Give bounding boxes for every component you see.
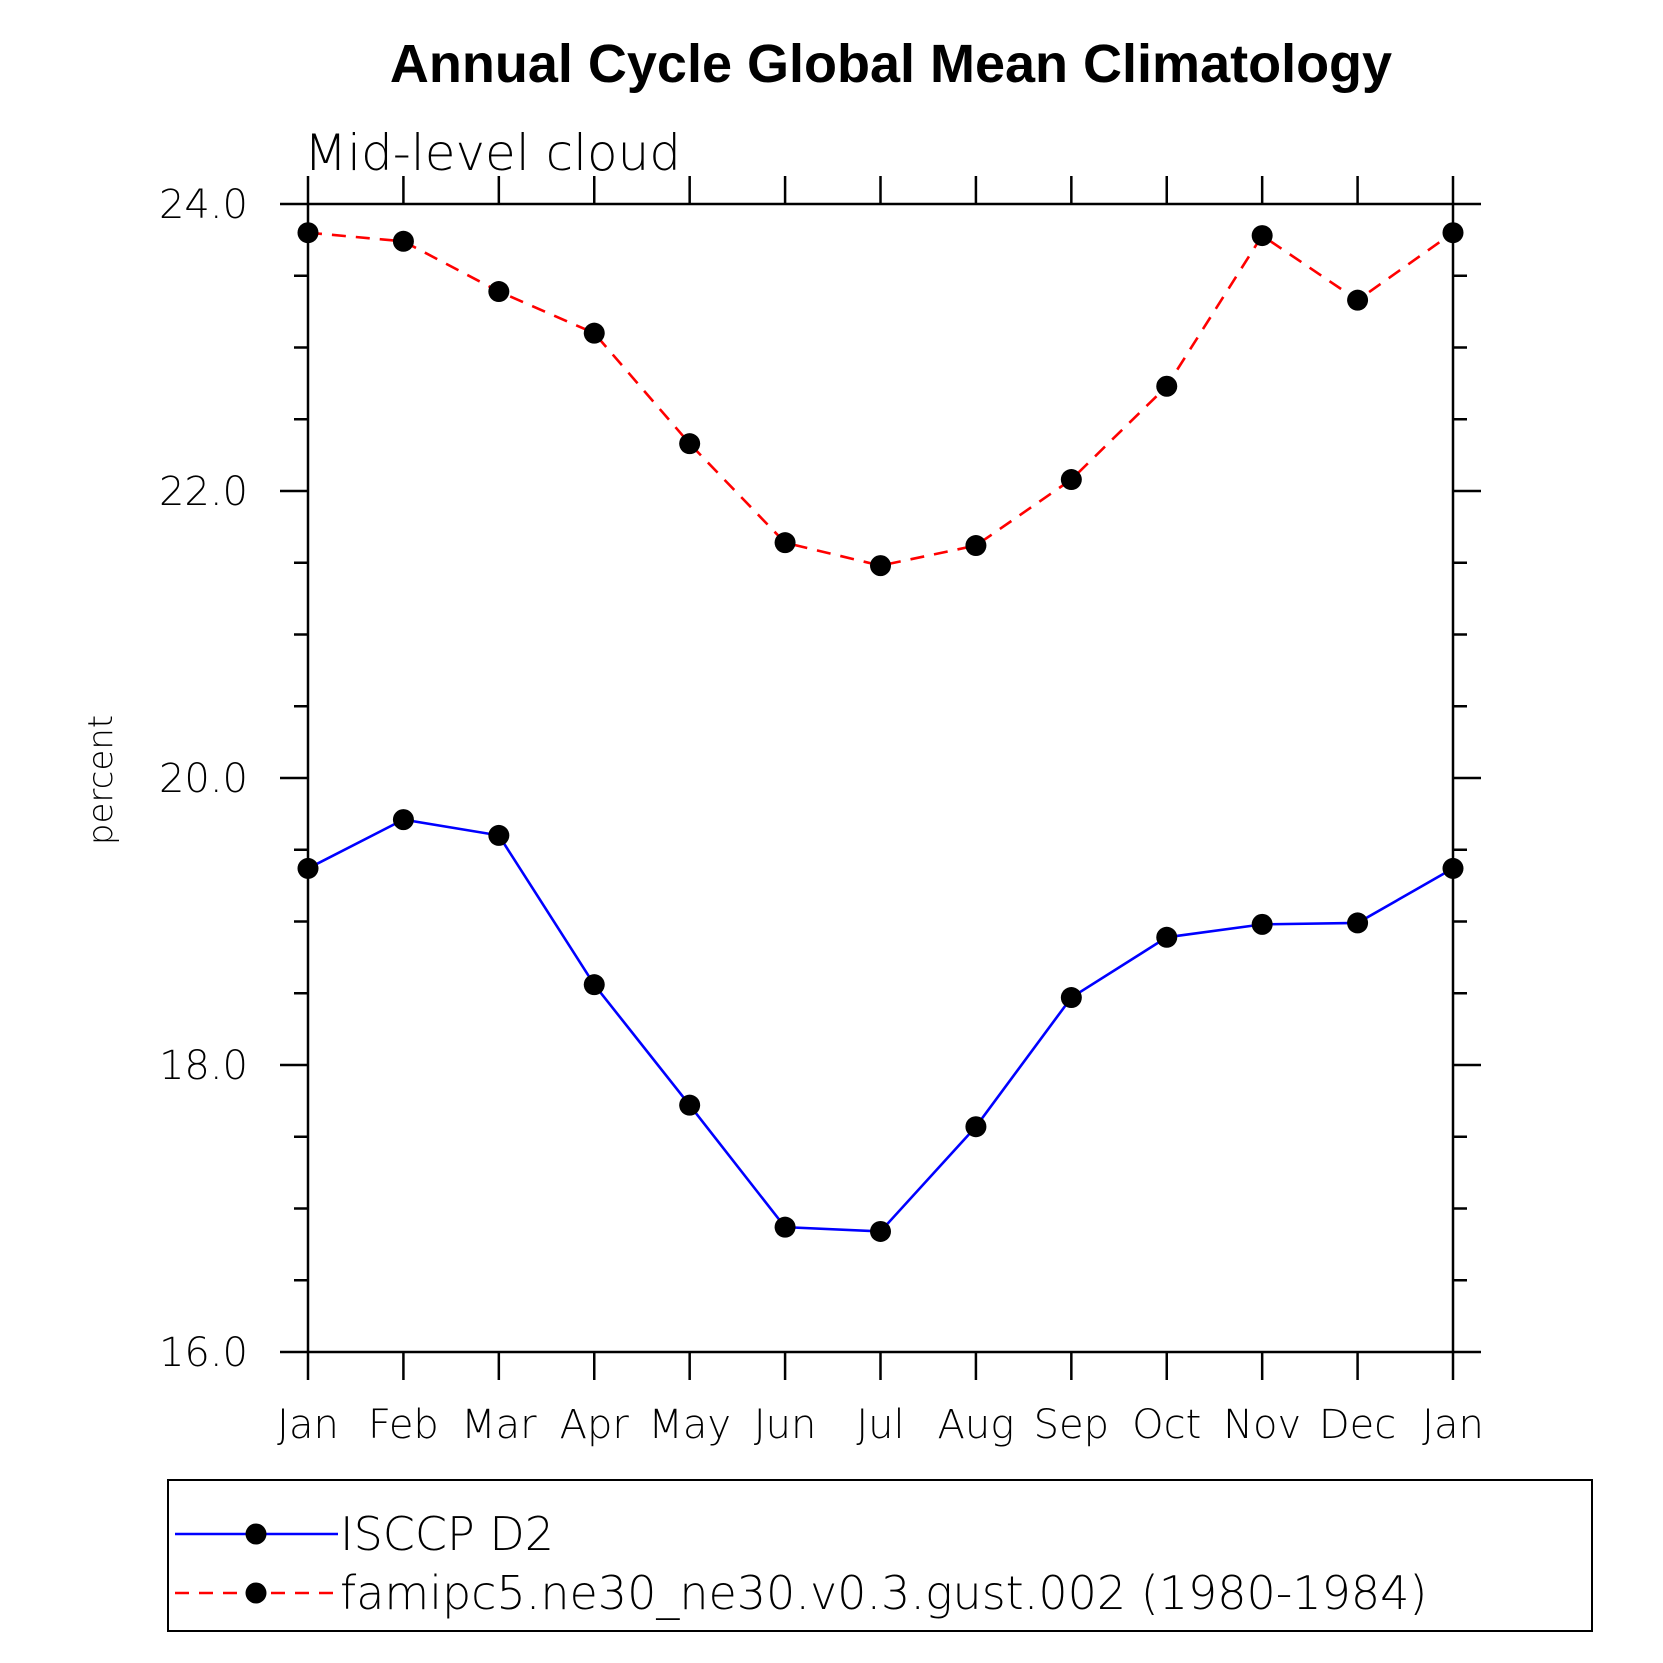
x-tick-label-9: Oct (1132, 1402, 1201, 1448)
series-0-point-3 (583, 974, 605, 996)
series-1-point-4 (679, 433, 701, 455)
x-tick-label-12: Jan (1422, 1402, 1484, 1448)
legend-box (167, 1479, 1593, 1632)
x-tick-label-6: Jul (856, 1402, 904, 1448)
series-1-point-3 (583, 322, 605, 344)
series-0-point-5 (774, 1216, 796, 1238)
y-tick-label-2: 20.0 (159, 756, 248, 802)
x-tick-label-5: Jun (754, 1402, 817, 1448)
series-layer (297, 222, 1464, 1242)
x-tick-label-0: Jan (277, 1402, 339, 1448)
x-tick-label-4: May (648, 1402, 731, 1448)
legend-label-1: famipc5.ne30_ne30.v0.3.gust.002 (1980-19… (340, 1566, 1427, 1620)
series-1-point-2 (488, 281, 510, 303)
series-1-point-5 (774, 532, 796, 554)
series-0-point-9 (1156, 926, 1178, 948)
x-tick-label-7: Aug (938, 1402, 1015, 1448)
chart-subtitle: Mid-level cloud (304, 124, 681, 182)
ticks-layer: Jan Feb Mar Apr May Jun Jul Aug Sep Oct Nov Dec Jan 1… (159, 176, 1484, 1448)
series-1-point-6 (870, 555, 891, 577)
y-axis-title: percent (81, 715, 121, 845)
series-0-point-2 (488, 824, 510, 846)
series-1-point-7 (965, 535, 987, 557)
y-tick-label-3: 22.0 (159, 469, 248, 515)
series-0-point-6 (870, 1220, 891, 1242)
legend: ISCCP D2famipc5.ne30_ne30.v0.3.gust.002 … (167, 1479, 1593, 1632)
series-0-point-11 (1347, 912, 1369, 934)
series-0-point-8 (1060, 987, 1082, 1009)
series-line-1 (307, 231, 1454, 567)
series-0-point-7 (965, 1116, 987, 1138)
x-tick-label-3: Apr (560, 1402, 630, 1448)
x-tick-label-2: Mar (461, 1402, 537, 1448)
series-1-point-8 (1060, 469, 1082, 491)
series-line-0 (307, 818, 1454, 1233)
series-1-point-10 (1251, 225, 1273, 247)
x-tick-label-8: Sep (1034, 1402, 1109, 1448)
series-1-point-11 (1347, 289, 1369, 311)
legend-items: ISCCP D2famipc5.ne30_ne30.v0.3.gust.002 … (175, 1507, 1427, 1620)
chart-title: Annual Cycle Global Mean Climatology (390, 34, 1392, 94)
plot-frame (306, 202, 1455, 1354)
x-tick-label-11: Dec (1319, 1402, 1396, 1448)
y-axis-title-group: percent (81, 715, 121, 845)
series-1-point-9 (1156, 375, 1178, 397)
x-tick-label-10: Nov (1223, 1402, 1301, 1448)
series-0-point-4 (679, 1094, 701, 1116)
y-tick-label-4: 24.0 (159, 182, 248, 228)
y-tick-label-1: 18.0 (159, 1043, 248, 1089)
series-0-point-10 (1251, 913, 1273, 935)
y-tick-label-0: 16.0 (159, 1330, 248, 1376)
legend-marker-1 (245, 1582, 267, 1604)
legend-label-0: ISCCP D2 (340, 1507, 554, 1561)
legend-marker-0 (245, 1523, 267, 1545)
series-0-point-1 (392, 809, 414, 831)
x-tick-label-1: Feb (368, 1402, 439, 1448)
series-1-point-1 (392, 230, 414, 252)
